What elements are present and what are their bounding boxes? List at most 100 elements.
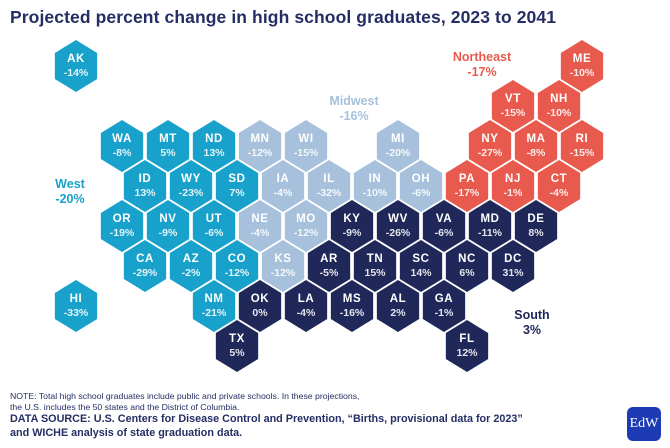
state-hex-in: IN -10% <box>353 160 397 212</box>
state-hex-nh: NH -10% <box>537 80 581 132</box>
region-label-northeast: Northeast -17% <box>437 50 527 80</box>
state-value-nc: 6% <box>459 266 475 279</box>
state-value-wy: -23% <box>178 186 204 199</box>
state-abbr-nv: NV <box>159 213 177 226</box>
state-value-co: -12% <box>224 266 250 279</box>
state-value-dc: 31% <box>502 266 524 279</box>
footnote: NOTE: Total high school graduates includ… <box>10 391 359 413</box>
state-hex-sd: SD 7% <box>215 160 259 212</box>
state-abbr-sc: SC <box>412 253 430 266</box>
state-abbr-nj: NJ <box>505 173 521 186</box>
state-abbr-wi: WI <box>298 133 314 146</box>
state-hex-nd: ND 13% <box>192 120 236 172</box>
state-value-nj: -1% <box>503 186 523 199</box>
state-value-ri: -15% <box>569 146 595 159</box>
state-hex-md: MD -11% <box>468 200 512 252</box>
state-abbr-ok: OK <box>250 293 270 306</box>
state-hex-ri: RI -15% <box>560 120 604 172</box>
region-value: -16% <box>339 109 369 123</box>
state-hex-or: OR -19% <box>100 200 144 252</box>
state-hex-ne: NE -4% <box>238 200 282 252</box>
region-name: West <box>55 177 85 191</box>
state-value-la: -4% <box>296 306 316 319</box>
state-value-ak: -14% <box>63 66 89 79</box>
state-abbr-nh: NH <box>550 93 568 106</box>
state-abbr-ne: NE <box>251 213 269 226</box>
state-value-de: 8% <box>528 226 544 239</box>
region-name: Midwest <box>329 94 379 108</box>
state-hex-id: ID 13% <box>123 160 167 212</box>
data-source-line1: DATA SOURCE: U.S. Centers for Disease Co… <box>10 413 523 425</box>
state-value-ut: -6% <box>204 226 224 239</box>
state-value-sc: 14% <box>410 266 432 279</box>
state-value-ct: -4% <box>549 186 569 199</box>
state-abbr-id: ID <box>138 173 152 186</box>
state-hex-ga: GA -1% <box>422 280 466 332</box>
state-hex-nj: NJ -1% <box>491 160 535 212</box>
state-value-ar: -5% <box>319 266 339 279</box>
state-abbr-ca: CA <box>136 253 154 266</box>
state-hex-hi: HI -33% <box>54 280 98 332</box>
state-value-or: -19% <box>109 226 135 239</box>
hex-map: AK -14% ME -10% VT -15% NH -10% WA -8% MT 5% ND 13% MN… <box>54 40 604 372</box>
footnote-line1: NOTE: Total high school graduates includ… <box>10 391 360 401</box>
state-abbr-ky: KY <box>343 213 361 226</box>
state-value-wv: -26% <box>385 226 411 239</box>
state-abbr-nc: NC <box>458 253 476 266</box>
state-value-mi: -20% <box>385 146 411 159</box>
state-hex-nm: NM -21% <box>192 280 236 332</box>
state-hex-wa: WA -8% <box>100 120 144 172</box>
region-value: -17% <box>467 65 497 79</box>
state-value-wa: -8% <box>112 146 132 159</box>
data-source: DATA SOURCE: U.S. Centers for Disease Co… <box>10 412 523 440</box>
state-value-tx: 5% <box>229 346 245 359</box>
state-abbr-ri: RI <box>575 133 589 146</box>
state-value-ne: -4% <box>250 226 270 239</box>
state-hex-az: AZ -2% <box>169 240 213 292</box>
state-hex-ms: MS -16% <box>330 280 374 332</box>
state-hex-il: IL -32% <box>307 160 351 212</box>
state-hex-ak: AK -14% <box>54 40 98 92</box>
state-abbr-nd: ND <box>205 133 223 146</box>
state-hex-sc: SC 14% <box>399 240 443 292</box>
state-value-fl: 12% <box>456 346 478 359</box>
state-hex-ut: UT -6% <box>192 200 236 252</box>
edweek-logo: EdW <box>627 407 661 441</box>
state-abbr-or: OR <box>112 213 132 226</box>
region-label-west: West -20% <box>25 177 115 207</box>
state-value-hi: -33% <box>63 306 89 319</box>
state-abbr-dc: DC <box>504 253 522 266</box>
state-hex-ky: KY -9% <box>330 200 374 252</box>
state-hex-me: ME -10% <box>560 40 604 92</box>
state-value-me: -10% <box>569 66 595 79</box>
state-value-id: 13% <box>134 186 156 199</box>
state-value-mn: -12% <box>247 146 273 159</box>
state-abbr-al: AL <box>389 293 407 306</box>
state-abbr-ks: KS <box>274 253 292 266</box>
state-value-al: 2% <box>390 306 406 319</box>
region-value: 3% <box>522 323 542 337</box>
state-hex-ar: AR -5% <box>307 240 351 292</box>
state-value-ga: -1% <box>434 306 454 319</box>
state-abbr-ct: CT <box>550 173 568 186</box>
state-value-oh: -6% <box>411 186 431 199</box>
state-value-md: -11% <box>478 226 502 239</box>
state-value-ma: -8% <box>526 146 546 159</box>
state-value-nd: 13% <box>203 146 225 159</box>
footnote-line2: the U.S. includes the 50 states and the … <box>10 402 240 412</box>
state-abbr-va: VA <box>435 213 453 226</box>
state-abbr-in: IN <box>368 173 382 186</box>
state-value-sd: 7% <box>229 186 245 199</box>
state-abbr-ma: MA <box>526 133 546 146</box>
state-hex-ny: NY -27% <box>468 120 512 172</box>
state-hex-wi: WI -15% <box>284 120 328 172</box>
state-hex-mi: MI -20% <box>376 120 420 172</box>
state-abbr-md: MD <box>480 213 500 226</box>
state-abbr-oh: OH <box>411 173 431 186</box>
state-hex-de: DE 8% <box>514 200 558 252</box>
state-abbr-me: ME <box>572 53 592 66</box>
state-abbr-ut: UT <box>205 213 223 226</box>
state-abbr-de: DE <box>527 213 545 226</box>
page-title: Projected percent change in high school … <box>10 7 557 27</box>
state-abbr-mt: MT <box>159 133 177 146</box>
